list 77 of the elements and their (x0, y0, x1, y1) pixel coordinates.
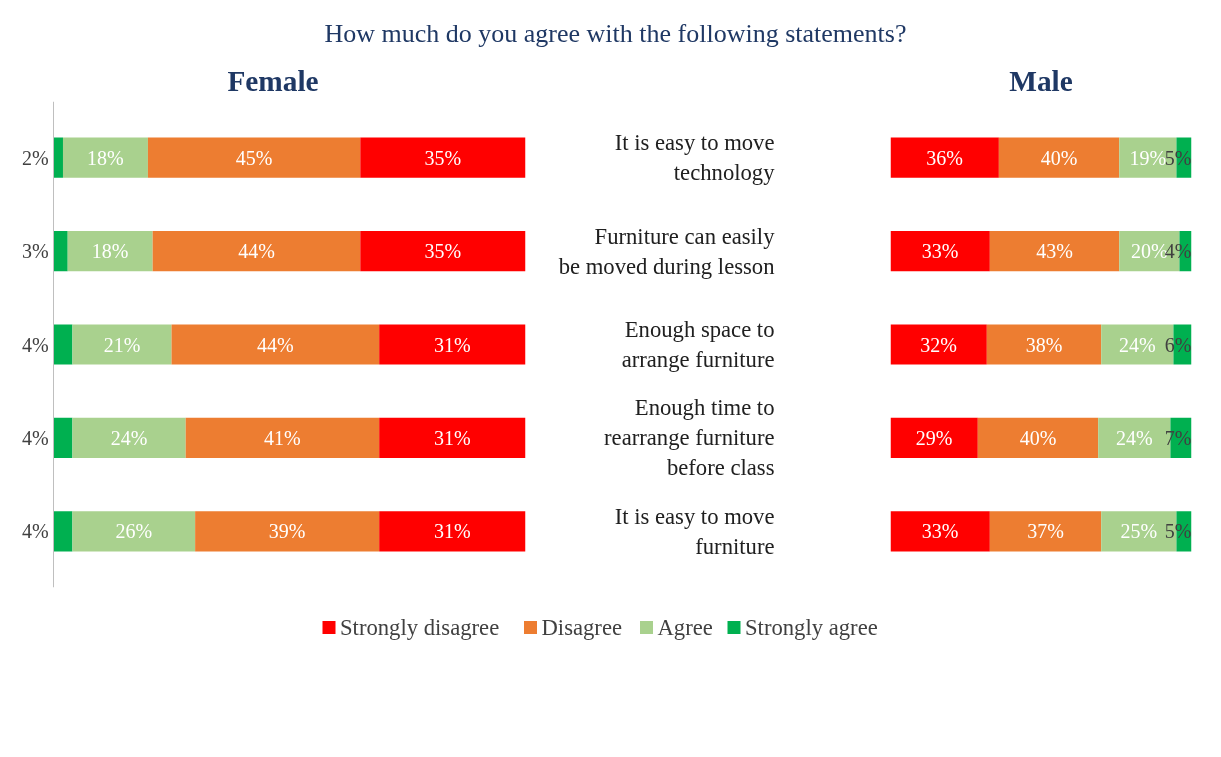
data-label: 35% (424, 240, 462, 263)
bar (360, 231, 526, 272)
data-label: 24% (1115, 427, 1153, 450)
y-tick-label: It is easy to move furniture (614, 504, 775, 560)
bar (890, 511, 990, 552)
bar (171, 324, 380, 365)
bar (998, 137, 1120, 178)
data-label: 26% (115, 520, 153, 543)
bar (989, 231, 1120, 272)
data-label: 40% (1040, 146, 1078, 169)
bar (67, 231, 153, 272)
legend-label: Disagree (541, 615, 623, 641)
legend-label: Strongly disagree (340, 615, 500, 641)
chart-subtitle: Female (227, 64, 319, 97)
bar (989, 511, 1102, 552)
bar (53, 418, 73, 459)
bar (62, 137, 148, 178)
data-label: 18% (91, 240, 129, 263)
legend-label: Agree (657, 615, 713, 641)
bar (890, 418, 978, 459)
y-tick-label: Enough time to rearrange furniture before class (604, 395, 775, 481)
bar (890, 137, 999, 178)
data-label: 3% (21, 240, 49, 263)
legend-label: Strongly agree (745, 615, 878, 641)
data-label: 38% (1025, 333, 1063, 356)
bar (53, 137, 63, 178)
data-label: 31% (434, 520, 471, 543)
bar (195, 511, 380, 552)
bar (72, 324, 172, 365)
y-tick-label: It is easy to move technology (614, 130, 776, 186)
bar (185, 418, 380, 459)
data-label: 33% (921, 240, 959, 263)
data-label: 45% (235, 146, 273, 169)
data-label: 32% (920, 333, 957, 356)
y-tick-label: Enough space to arrange furniture (621, 317, 775, 373)
data-label: 44% (238, 240, 275, 263)
bar (986, 324, 1102, 365)
bar (379, 511, 526, 552)
data-label: 4% (21, 333, 49, 356)
data-label: 21% (103, 333, 141, 356)
bar (72, 418, 186, 459)
data-label: 37% (1027, 520, 1064, 543)
bar (977, 418, 1099, 459)
data-label: 25% (1120, 520, 1158, 543)
bar (53, 511, 73, 552)
data-label: 35% (424, 146, 462, 169)
bar (890, 231, 990, 272)
bar (890, 324, 987, 365)
data-label: 40% (1019, 427, 1057, 450)
data-label: 19% (1129, 146, 1167, 169)
data-label: 29% (915, 427, 953, 450)
data-label: 33% (921, 520, 959, 543)
data-label: 41% (264, 427, 301, 450)
data-label: 20% (1131, 240, 1168, 263)
bar (379, 418, 526, 459)
chart-subtitle: Male (1009, 64, 1073, 97)
bar (152, 231, 361, 272)
data-label: 31% (434, 333, 471, 356)
bar (53, 324, 73, 365)
data-label: 43% (1036, 240, 1073, 263)
bar (379, 324, 526, 365)
bar (53, 231, 68, 272)
data-label: 24% (1118, 333, 1156, 356)
data-label: 44% (257, 333, 294, 356)
data-label: 2% (21, 146, 49, 169)
text: How much do you agree with the following statements? (324, 18, 907, 50)
data-label: 39% (268, 520, 306, 543)
bar (72, 511, 196, 552)
data-label: 24% (110, 427, 148, 450)
data-label: 4% (21, 427, 49, 450)
data-label: 36% (926, 146, 964, 169)
data-label: 18% (87, 146, 124, 169)
y-tick-label: Furniture can easily be moved during lesson (558, 223, 776, 279)
data-label: 31% (434, 427, 471, 450)
bar (147, 137, 361, 178)
bar (360, 137, 526, 178)
data-label: 4% (21, 520, 49, 543)
